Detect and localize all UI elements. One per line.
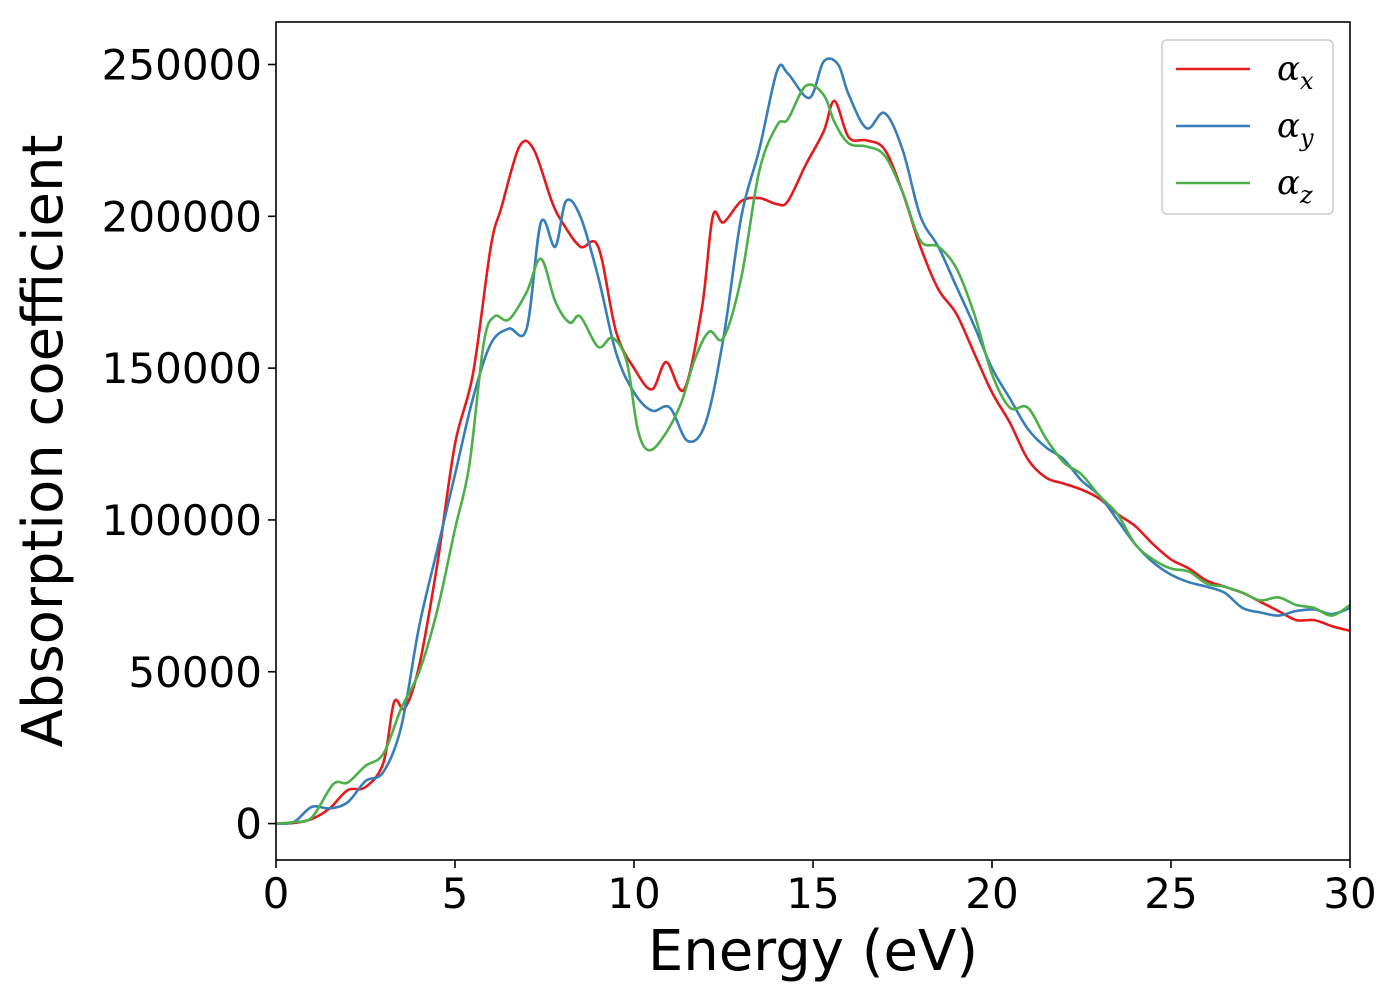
y-tick-label: 150000	[102, 344, 262, 393]
y-tick-label: 250000	[102, 41, 262, 90]
legend-subscript: z	[1299, 181, 1313, 209]
y-tick-label: 0	[235, 800, 262, 849]
plot-lines	[276, 57, 1350, 826]
x-tick-label: 15	[786, 869, 839, 918]
series-line-x	[276, 99, 1350, 825]
x-tick-label: 30	[1323, 869, 1376, 918]
x-tick-label: 20	[965, 869, 1018, 918]
y-tick-label: 50000	[128, 648, 262, 697]
x-tick-label: 10	[607, 869, 660, 918]
legend-label-x: αx	[1277, 49, 1314, 95]
x-axis-title: Energy (eV)	[648, 919, 978, 984]
legend-label-y: αy	[1277, 106, 1314, 152]
y-tick-label: 100000	[102, 496, 262, 545]
y-tick-label: 200000	[102, 192, 262, 241]
y-axis: 0 50000 100000 150000 200000 250000	[102, 41, 276, 849]
legend-subscript: y	[1299, 124, 1314, 152]
x-axis: 0 5 10 15 20 25 30	[263, 860, 1377, 918]
legend-symbol: α	[1277, 49, 1300, 89]
legend-symbol: α	[1277, 106, 1300, 146]
legend-subscript: x	[1300, 67, 1314, 95]
legend-label-z: αz	[1277, 163, 1313, 209]
series-line-z	[276, 83, 1350, 825]
x-tick-label: 25	[1144, 869, 1197, 918]
x-tick-label: 0	[263, 869, 290, 918]
series-line-y	[276, 57, 1350, 826]
x-tick-label: 5	[442, 869, 469, 918]
legend-symbol: α	[1277, 163, 1300, 203]
y-axis-title: Absorption coefficient	[11, 135, 76, 748]
